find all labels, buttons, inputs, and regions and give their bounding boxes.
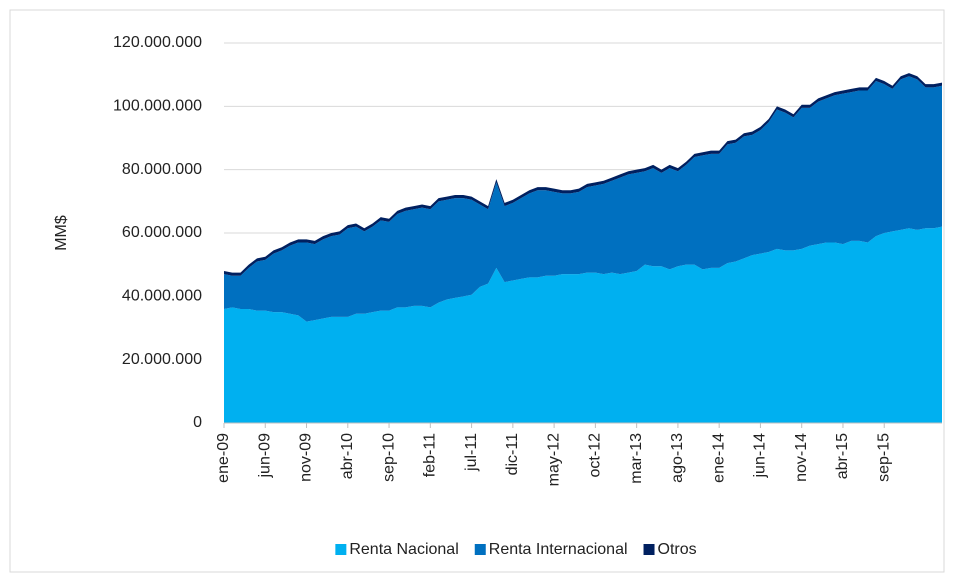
- x-tick-label: jul-11: [463, 433, 480, 472]
- y-tick-label: 120.000.000: [113, 34, 202, 51]
- x-tick-label: jun-14: [752, 433, 769, 479]
- y-axis-label: MM$: [53, 215, 70, 251]
- x-tick-label: sep-15: [875, 433, 892, 482]
- x-tick-label: nov-09: [298, 433, 315, 482]
- y-tick-label: 40.000.000: [122, 288, 202, 305]
- legend-swatch: [643, 544, 655, 555]
- x-tick-label: dic-11: [504, 433, 521, 475]
- x-tick-label: oct-12: [587, 433, 604, 478]
- legend-label: Otros: [658, 541, 697, 558]
- legend-swatch: [474, 544, 486, 555]
- y-tick-label: 0: [193, 414, 202, 431]
- x-tick-label: jun-09: [256, 433, 273, 479]
- legend-label: Renta Internacional: [489, 541, 628, 558]
- legend: Renta Nacional Renta Internacional Otros: [335, 541, 697, 558]
- x-tick-label: ene-14: [710, 433, 727, 483]
- y-tick-label: 100.000.000: [113, 98, 202, 115]
- x-tick-label: may-12: [545, 433, 562, 486]
- x-tick-label: sep-10: [380, 433, 397, 482]
- area: [224, 226, 942, 423]
- x-tick-label: mar-13: [628, 433, 645, 484]
- y-tick-label: 60.000.000: [122, 224, 202, 241]
- legend-swatch: [335, 544, 347, 555]
- x-tick-label: abr-10: [339, 433, 356, 479]
- x-tick-label: abr-15: [834, 433, 851, 479]
- x-tick-label: nov-14: [793, 433, 810, 482]
- area: [224, 76, 942, 322]
- x-tick-label: ago-13: [669, 433, 686, 483]
- x-tick-label: feb-11: [422, 433, 439, 477]
- legend-label: Renta Nacional: [349, 541, 458, 558]
- y-tick-label: 80.000.000: [122, 161, 202, 178]
- y-tick-label: 20.000.000: [122, 351, 202, 368]
- x-tick-label: ene-09: [215, 433, 232, 483]
